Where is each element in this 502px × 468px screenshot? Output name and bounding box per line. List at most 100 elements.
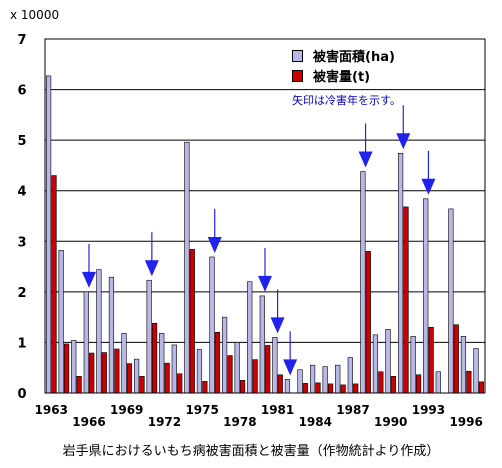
x-tick-label: 1966 [72,415,105,429]
bar-yield-1987 [353,383,359,394]
bar-area-1975 [196,349,203,394]
bar-area-1981 [272,337,278,394]
y-tick-label: 2 [17,286,26,301]
bar-yield-1974 [189,249,195,394]
bar-yield-1978 [239,380,246,394]
x-tick-label: 1996 [449,415,482,429]
bar-yield-1986 [340,384,346,394]
bar-yield-1985 [327,383,334,394]
bar-yield-1977 [227,355,233,394]
bar-yield-1973 [177,373,183,394]
bar-yield-1983 [302,383,309,394]
bar-yield-1988 [365,251,371,394]
bar-yield-1995 [453,324,459,394]
y-axis-labels: 0 1 2 3 4 5 6 7 [17,33,26,402]
bar-yield-1963 [51,175,57,394]
bar-area-1993 [423,198,429,394]
bar-yield-1989 [378,371,384,394]
bar-area-1965 [71,340,77,394]
bar-yield-1981 [277,374,283,394]
cold-year-arrows [82,105,436,376]
bar-area-1980 [259,295,265,394]
bar-yield-1980 [265,345,271,394]
arrow-1993-head [421,178,436,195]
x-tick-label: 1981 [261,403,294,417]
bar-yield-1997 [478,381,485,394]
bar-yield-1972 [164,362,170,394]
bar-area-1973 [171,344,177,394]
x-tick-label: 1993 [412,403,445,417]
cold-year-note: 矢印は冷害年を示す。 [292,94,401,107]
bar-area-1983 [297,369,303,394]
legend-yield-label: 被害量(t) [313,70,371,85]
bar-area-1996 [460,336,467,394]
x-tick-label: 1963 [35,403,68,417]
bar-area-1971 [146,279,152,394]
bar-yield-1968 [114,348,120,394]
bar-yield-1984 [315,382,321,394]
bar-area-1963 [45,75,52,394]
bar-area-1992 [410,336,416,394]
bar-yield-1979 [252,359,258,394]
bar-area-1979 [247,281,253,394]
bar-area-1970 [133,358,140,394]
y-tick-label: 4 [17,185,26,200]
legend-area: 被害面積(ha) [292,46,395,65]
bar-area-1985 [322,366,328,394]
y-tick-label: 6 [17,84,26,99]
bar-area-1967 [96,269,102,394]
arrow-1980-head [258,275,272,292]
bar-area-1978 [234,342,240,394]
bar-yield-1976 [214,332,221,394]
legend-area-swatch [292,49,303,62]
bar-area-1994 [435,371,441,394]
y-unit-label: x 10000 [10,8,60,22]
arrow-1971-head [144,260,159,277]
bars [45,75,485,394]
bar-area-1964 [58,250,64,394]
y-tick-label: 7 [17,33,26,48]
x-axis-labels: 1963 1969 1975 1981 1987 1993 1966 1972 1978 1984… [35,403,483,429]
bar-area-1969 [121,333,127,394]
bar-yield-1970 [139,376,145,394]
bar-area-1989 [372,334,379,394]
legend-yield-swatch [292,69,303,82]
bar-area-1990 [385,328,391,394]
bar-yield-1993 [428,326,434,394]
bar-area-1987 [347,357,353,394]
bar-yield-1996 [466,370,472,394]
x-tick-label: 1984 [299,415,332,429]
bar-area-1997 [473,348,479,394]
x-tick-label: 1987 [336,403,369,417]
y-tick-label: 5 [17,134,26,149]
x-tick-label: 1969 [110,403,143,417]
bar-area-1984 [309,364,316,394]
bar-area-1995 [448,208,454,394]
bar-yield-1965 [76,376,82,394]
bar-yield-1991 [403,206,409,394]
arrow-1988-head [358,151,373,168]
bar-area-1968 [108,276,115,394]
y-tick-label: 1 [17,336,26,351]
plot-frame [44,38,486,394]
arrow-1981-head [270,317,285,334]
bar-yield-1967 [101,352,107,394]
y-tick-label: 0 [17,387,26,402]
x-tick-label: 1972 [148,415,181,429]
bar-yield-1990 [390,376,397,394]
chart-caption: 岩手県におけるいもち病被害面積と被害量（作物統計より作成） [62,444,440,459]
bar-yield-1971 [151,322,158,394]
bar-yield-1975 [202,381,208,394]
bar-area-1982 [284,379,291,394]
bar-area-1972 [159,333,165,394]
bar-area-1974 [184,141,190,394]
y-tick-label: 3 [17,235,26,250]
arrow-1976-head [207,236,222,253]
bar-area-1991 [397,152,404,394]
x-tick-label: 1975 [185,403,218,417]
arrow-1982-head [283,359,298,376]
bar-yield-1969 [126,363,133,394]
legend-area-label: 被害面積(ha) [313,50,395,65]
bar-area-1976 [209,256,215,394]
